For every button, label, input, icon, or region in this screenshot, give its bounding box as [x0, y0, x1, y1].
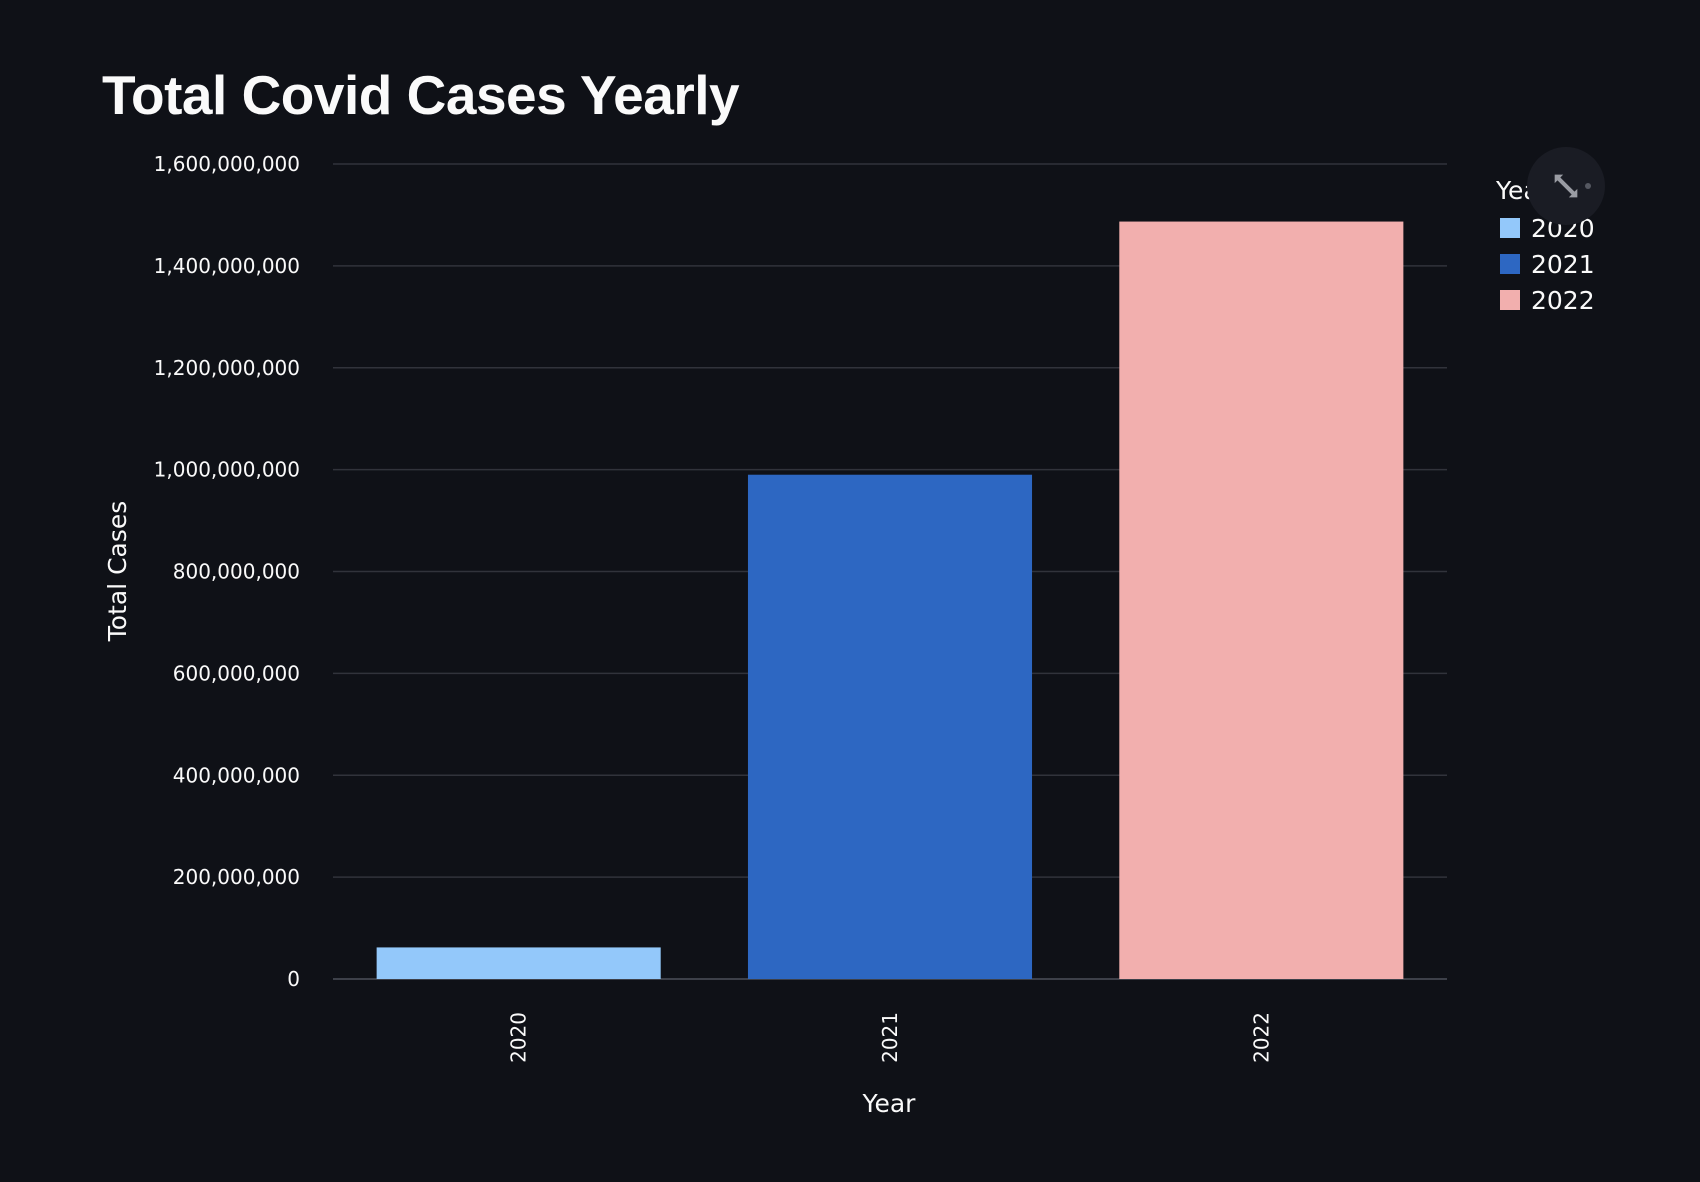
page-title: Total Covid Cases Yearly	[102, 64, 740, 126]
bar-2020	[376, 947, 661, 979]
legend-swatch-2020	[1500, 218, 1520, 238]
y-tick-label: 400,000,000	[173, 763, 300, 787]
y-tick-label: 1,000,000,000	[154, 458, 300, 482]
legend-label-2022: 2022	[1531, 286, 1595, 315]
y-tick-label: 800,000,000	[173, 560, 300, 584]
y-axis-title: Total Cases	[103, 501, 132, 643]
y-tick-label: 1,400,000,000	[154, 254, 300, 278]
bar-2022	[1119, 221, 1404, 979]
legend-label-2021: 2021	[1531, 250, 1595, 279]
y-tick-label: 600,000,000	[173, 661, 300, 685]
y-tick-label: 200,000,000	[173, 865, 300, 889]
fullscreen-expand-icon	[1554, 174, 1578, 198]
bars	[376, 221, 1404, 979]
y-tick-label: 0	[287, 967, 300, 991]
x-tick-label: 2021	[878, 1012, 902, 1063]
legend-swatch-2022	[1500, 290, 1520, 310]
y-tick-label: 1,600,000,000	[154, 152, 300, 176]
x-tick-label: 2022	[1249, 1012, 1273, 1063]
x-axis-title: Year	[862, 1089, 917, 1118]
y-tick-label: 1,200,000,000	[154, 356, 300, 380]
x-axis-ticks: 2020 2021 2022	[507, 1012, 1274, 1063]
legend-swatch-2021	[1500, 254, 1520, 274]
bar-2021	[747, 474, 1033, 979]
x-tick-label: 2020	[507, 1012, 531, 1063]
expand-indicator-dot	[1585, 183, 1591, 189]
expand-chart-button[interactable]	[1527, 147, 1605, 225]
y-axis-ticks: 0 200,000,000 400,000,000 600,000,000 800,00…	[154, 152, 300, 991]
